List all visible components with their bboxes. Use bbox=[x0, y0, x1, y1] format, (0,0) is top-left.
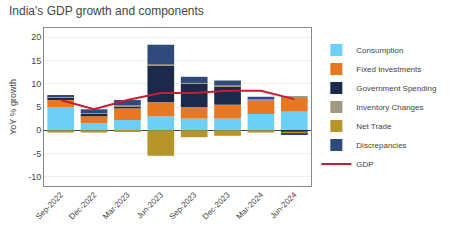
svg-text:Consumption: Consumption bbox=[356, 46, 403, 55]
svg-text:Fixed Investments: Fixed Investments bbox=[356, 65, 421, 74]
svg-text:Jun-2023: Jun-2023 bbox=[135, 190, 165, 220]
svg-text:Sep-2023: Sep-2023 bbox=[168, 190, 199, 221]
svg-text:Discrepancies: Discrepancies bbox=[356, 141, 406, 150]
svg-text:15: 15 bbox=[31, 56, 41, 66]
svg-text:Government Spending: Government Spending bbox=[356, 84, 436, 93]
svg-text:Mar-2023: Mar-2023 bbox=[101, 190, 132, 221]
svg-text:Inventory Changes: Inventory Changes bbox=[356, 103, 423, 112]
svg-text:10: 10 bbox=[31, 79, 41, 89]
svg-text:Sep-2022: Sep-2022 bbox=[34, 190, 65, 221]
svg-text:Mar-2024: Mar-2024 bbox=[235, 190, 266, 221]
svg-text:Dec-2022: Dec-2022 bbox=[67, 190, 98, 221]
svg-text:-10: -10 bbox=[28, 172, 41, 182]
svg-text:0: 0 bbox=[36, 125, 41, 135]
svg-text:Net Trade: Net Trade bbox=[356, 122, 392, 131]
svg-text:-5: -5 bbox=[33, 149, 41, 159]
svg-text:Jun-2024: Jun-2024 bbox=[269, 190, 299, 220]
svg-text:5: 5 bbox=[36, 102, 41, 112]
svg-text:GDP: GDP bbox=[356, 160, 373, 169]
svg-text:India's GDP growth and compone: India's GDP growth and components bbox=[9, 4, 204, 18]
svg-text:YoY % growth: YoY % growth bbox=[8, 79, 18, 135]
svg-text:Dec-2023: Dec-2023 bbox=[201, 190, 232, 221]
svg-text:20: 20 bbox=[31, 32, 41, 42]
